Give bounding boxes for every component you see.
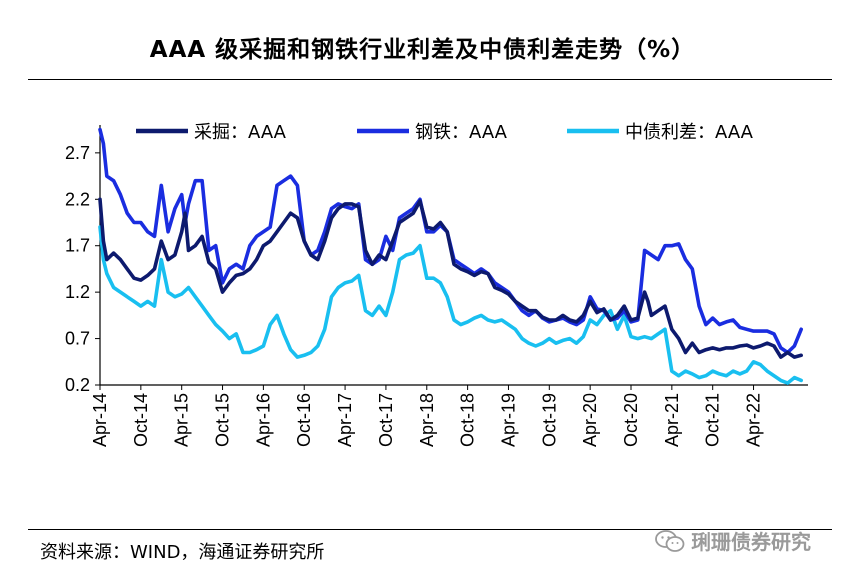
legend-label-1: 钢铁：AAA (415, 122, 508, 143)
legend: 采掘：AAA 钢铁：AAA 中债利差：AAA (136, 122, 754, 143)
x-tick-label: Oct-20 (621, 393, 641, 447)
top-rule (28, 79, 832, 80)
watermark-text: 琍珊债券研究 (691, 530, 811, 554)
x-tick-label: Apr-18 (417, 393, 437, 447)
watermark: 琍珊债券研究 (655, 526, 811, 555)
x-tick-label: Oct-18 (458, 393, 478, 447)
x-tick-label: Apr-16 (253, 393, 273, 447)
y-tick-label: 0.7 (65, 329, 90, 349)
x-tick-label: Apr-14 (90, 393, 110, 447)
x-tick-label: Oct-15 (213, 393, 233, 447)
x-tick-label: Apr-17 (335, 393, 355, 447)
wechat-icon (655, 529, 685, 552)
legend-label-0: 采掘：AAA (194, 122, 287, 143)
x-tick-label: Apr-15 (172, 393, 192, 447)
y-tick-label: 1.2 (65, 282, 90, 302)
x-tick-label: Oct-21 (703, 393, 723, 447)
x-tick-label: Apr-22 (744, 393, 764, 447)
x-tick-label: Apr-19 (498, 393, 518, 447)
series-line-2 (98, 225, 803, 385)
y-tick-label: 0.2 (65, 375, 90, 395)
chart-title: AAA 级采掘和钢铁行业利差及中债利差走势（%） (149, 37, 696, 63)
y-tick-label: 2.7 (65, 143, 90, 163)
axes (95, 125, 808, 390)
y-tick-label: 1.7 (65, 236, 90, 256)
legend-label-2: 中债利差：AAA (625, 122, 754, 143)
source-note: 资料来源：WIND，海通证券研究所 (40, 542, 325, 563)
bottom-rule (28, 529, 832, 530)
plot-area (98, 127, 803, 385)
x-tick-label: Oct-14 (131, 393, 151, 447)
x-tick-label: Apr-20 (580, 393, 600, 447)
x-tick-label: Apr-21 (662, 393, 682, 447)
y-tick-label: 2.2 (65, 189, 90, 209)
x-tick-label: Oct-17 (376, 393, 396, 447)
x-tick-label: Oct-19 (539, 393, 559, 447)
x-tick-label: Oct-16 (294, 393, 314, 447)
tick-labels: 0.2 0.7 1.2 1.7 2.2 2.7 Apr-14 Oct-14 Apr-15 Oct-… (65, 143, 764, 447)
series-line-0 (98, 197, 803, 359)
